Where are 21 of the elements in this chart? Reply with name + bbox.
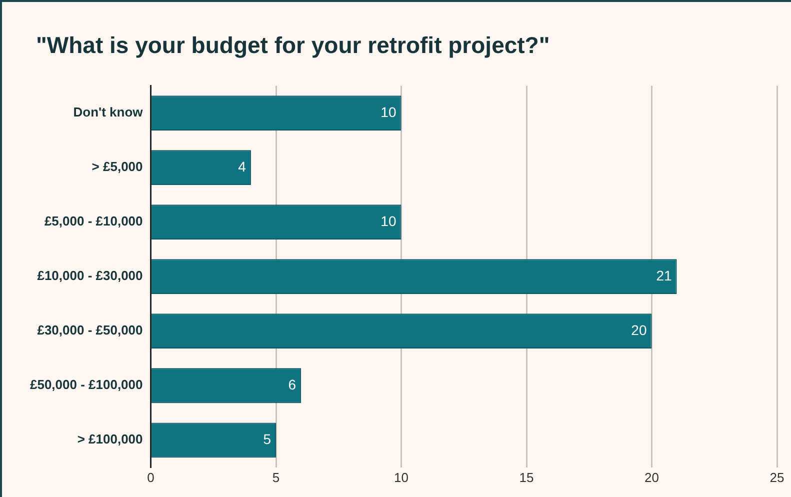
y-tick-label: > £100,000 [77,432,143,447]
y-tick-label: > £5,000 [92,159,143,174]
chart-title: "What is your budget for your retrofit project?" [36,32,550,59]
x-tick-label: 20 [644,470,659,485]
data-label: 10 [380,212,396,229]
y-tick-label: £10,000 - £30,000 [37,268,143,284]
x-tick-label: 5 [272,470,280,485]
data-label: 6 [288,376,296,392]
data-label: 10 [380,104,396,120]
x-tick-label: 15 [519,470,534,485]
data-label: 20 [631,322,647,338]
data-label: 21 [656,267,672,284]
y-tick-label: Don't know [73,104,144,120]
x-tick-label: 10 [394,470,408,485]
y-tick-label: £30,000 - £50,000 [37,322,143,338]
x-tick-label: 25 [770,470,784,485]
data-label: 4 [238,158,246,174]
data-label: 5 [263,431,272,447]
x-tick-label: 0 [147,470,154,485]
y-tick-label: £50,000 - £100,000 [30,377,143,392]
y-tick-label: £5,000 - £10,000 [44,214,143,229]
